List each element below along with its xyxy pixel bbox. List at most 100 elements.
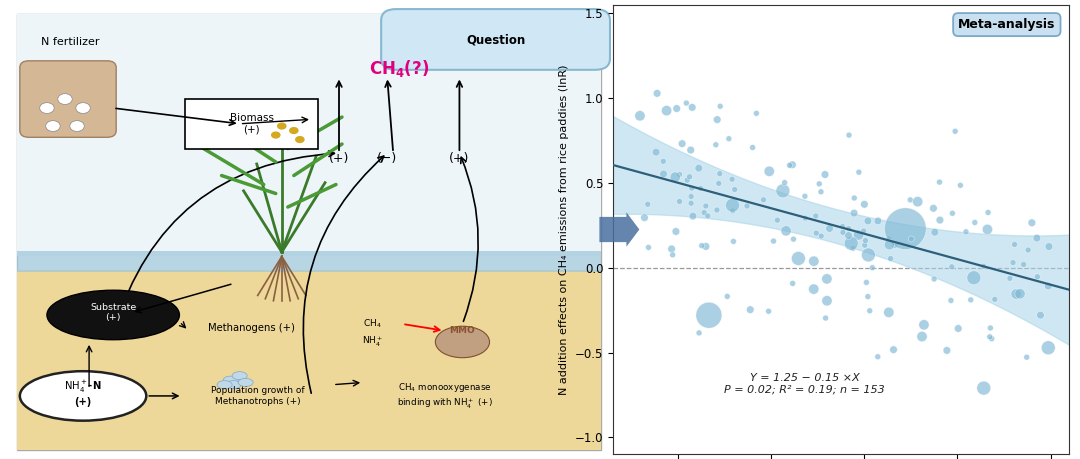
Point xyxy=(692,185,710,192)
Point xyxy=(685,213,702,220)
Point xyxy=(887,241,904,248)
Point xyxy=(725,207,742,214)
Point xyxy=(840,225,858,232)
Point xyxy=(1031,312,1049,319)
Point xyxy=(983,335,1000,342)
Point xyxy=(860,251,877,258)
Point xyxy=(1040,243,1057,250)
Point xyxy=(684,104,701,111)
Point xyxy=(784,161,801,168)
Text: (+): (+) xyxy=(328,152,349,165)
Point xyxy=(978,226,996,233)
FancyBboxPatch shape xyxy=(381,9,610,70)
Point xyxy=(855,201,873,208)
Point xyxy=(755,196,772,203)
Point xyxy=(962,296,980,303)
Point xyxy=(927,229,944,236)
Point xyxy=(707,141,725,148)
Ellipse shape xyxy=(238,378,253,386)
Ellipse shape xyxy=(46,290,179,340)
Text: Substrate
(+): Substrate (+) xyxy=(90,302,136,322)
Point xyxy=(916,321,933,329)
Bar xyxy=(17,251,600,272)
Point xyxy=(778,227,795,235)
Text: Y = 1.25 − 0.15 ×X
P = 0.02; R² = 0.19; n = 153: Y = 1.25 − 0.15 ×X P = 0.02; R² = 0.19; … xyxy=(725,374,885,395)
Point xyxy=(821,225,838,232)
Point xyxy=(834,223,851,230)
Circle shape xyxy=(70,121,84,131)
Point xyxy=(1004,259,1022,266)
Point xyxy=(860,217,877,224)
Point xyxy=(1011,290,1028,297)
Text: N fertilizer: N fertilizer xyxy=(41,37,99,47)
Point xyxy=(654,170,672,178)
Point xyxy=(724,175,741,183)
Point xyxy=(683,200,700,207)
Point xyxy=(840,232,858,239)
Point xyxy=(678,177,696,184)
Point xyxy=(943,263,960,270)
Point xyxy=(805,285,822,293)
Point xyxy=(882,255,900,262)
Point xyxy=(777,179,794,186)
Point xyxy=(1018,353,1036,361)
Point xyxy=(980,209,997,216)
Point xyxy=(654,157,672,165)
Point xyxy=(1015,261,1032,268)
Point xyxy=(720,135,738,142)
Point xyxy=(1040,344,1057,352)
Point xyxy=(850,168,867,176)
Point xyxy=(840,131,858,139)
Point xyxy=(1005,241,1023,248)
Y-axis label: N addition effects on CH₄ emissions from rice paddies (lnR): N addition effects on CH₄ emissions from… xyxy=(559,64,569,395)
Point xyxy=(690,164,707,172)
Point xyxy=(975,385,993,392)
Point xyxy=(834,229,851,236)
Point xyxy=(816,314,834,322)
Point xyxy=(671,171,688,178)
Point xyxy=(982,325,999,332)
Point xyxy=(846,194,863,202)
Point xyxy=(797,214,814,222)
Point xyxy=(931,216,948,224)
Point xyxy=(880,308,897,316)
Point xyxy=(1040,282,1057,290)
Point xyxy=(693,242,711,249)
Point xyxy=(699,212,716,219)
Point xyxy=(683,193,700,200)
Text: CH$_4$: CH$_4$ xyxy=(363,317,381,330)
Point xyxy=(667,228,685,235)
Point xyxy=(1020,246,1037,254)
Point xyxy=(816,171,834,178)
Point xyxy=(931,179,948,186)
Circle shape xyxy=(45,121,60,131)
Point xyxy=(812,188,829,196)
Point xyxy=(696,209,713,216)
Circle shape xyxy=(271,131,281,139)
Point xyxy=(742,306,759,313)
Point xyxy=(796,193,813,200)
Point xyxy=(711,180,728,187)
Circle shape xyxy=(57,94,72,105)
Ellipse shape xyxy=(232,372,247,380)
Point xyxy=(683,146,700,154)
Point xyxy=(902,196,919,203)
Point xyxy=(1028,235,1045,242)
Point xyxy=(926,275,943,283)
Point xyxy=(856,237,874,244)
Point xyxy=(981,333,998,341)
Point xyxy=(708,116,726,123)
Point xyxy=(869,353,887,360)
Point xyxy=(690,329,707,336)
Point xyxy=(639,244,657,251)
Ellipse shape xyxy=(226,381,241,389)
Point xyxy=(807,213,824,220)
Text: (+): (+) xyxy=(449,152,470,165)
Point xyxy=(943,297,960,304)
Point xyxy=(708,206,726,213)
FancyBboxPatch shape xyxy=(186,99,318,149)
Point xyxy=(678,100,696,107)
Text: NH$_4^+$: NH$_4^+$ xyxy=(362,335,382,349)
Point xyxy=(957,228,974,235)
Point xyxy=(632,112,649,119)
